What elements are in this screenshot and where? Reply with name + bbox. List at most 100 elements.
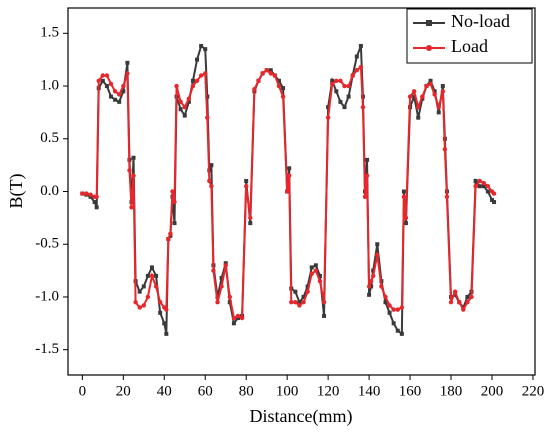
point: [401, 194, 407, 199]
point: [411, 89, 417, 94]
point: [243, 184, 249, 189]
point: [172, 221, 177, 226]
point: [207, 178, 212, 184]
x-tick-label: 60: [198, 383, 213, 399]
point: [403, 221, 408, 226]
point: [321, 300, 327, 305]
point: [436, 110, 441, 115]
point: [354, 54, 359, 59]
point: [305, 289, 310, 294]
point: [129, 205, 134, 210]
x-tick-label: 0: [79, 383, 87, 399]
point: [375, 252, 380, 257]
point: [334, 89, 339, 94]
point: [399, 331, 404, 336]
point: [465, 294, 470, 299]
point: [168, 231, 173, 236]
point: [334, 78, 339, 83]
point: [477, 178, 482, 184]
point: [313, 263, 318, 268]
point: [287, 166, 292, 171]
point: [313, 268, 319, 273]
point: [100, 78, 105, 83]
point: [108, 81, 114, 87]
point: [442, 147, 448, 152]
point: [436, 104, 441, 110]
point: [121, 83, 126, 89]
point: [141, 303, 146, 308]
legend-marker: [426, 45, 432, 51]
point: [452, 289, 458, 294]
point: [403, 215, 409, 221]
x-tick-label: 220: [522, 383, 545, 399]
point: [289, 300, 294, 305]
point: [162, 321, 167, 326]
point: [293, 289, 298, 294]
point: [223, 263, 228, 268]
point: [203, 71, 208, 76]
point: [203, 47, 208, 52]
point: [256, 78, 261, 83]
point: [465, 300, 470, 305]
point: [219, 275, 224, 280]
point: [131, 173, 136, 178]
point: [330, 81, 335, 87]
point: [272, 73, 278, 78]
point: [399, 305, 405, 310]
point: [338, 99, 343, 104]
point: [370, 273, 376, 279]
point: [209, 184, 214, 189]
point: [94, 194, 99, 199]
point: [170, 189, 175, 194]
point: [297, 300, 302, 305]
point: [178, 99, 183, 105]
point: [215, 300, 220, 305]
point: [248, 221, 253, 226]
point: [131, 155, 136, 160]
legend-label: Load: [451, 36, 488, 56]
x-tick-label: 120: [317, 383, 340, 399]
point: [186, 99, 191, 104]
point: [309, 265, 314, 270]
point: [301, 300, 306, 305]
legend-label: No-load: [451, 11, 510, 31]
y-axis-label: B(T): [6, 174, 27, 209]
y-tick-label: 0.5: [40, 130, 59, 146]
point: [219, 284, 224, 289]
point: [94, 205, 99, 210]
point: [485, 189, 490, 194]
point: [125, 60, 130, 65]
point: [141, 284, 146, 289]
x-tick-label: 80: [239, 383, 254, 399]
point: [350, 73, 355, 78]
x-tick-label: 100: [276, 383, 299, 399]
point: [96, 78, 101, 83]
point: [391, 321, 396, 326]
point: [322, 313, 327, 318]
point: [149, 273, 155, 279]
point: [284, 189, 290, 194]
point: [127, 168, 132, 173]
y-tick-label: 1.5: [40, 25, 59, 41]
point: [287, 173, 292, 178]
point: [117, 92, 122, 97]
point: [317, 278, 323, 284]
point: [121, 89, 126, 94]
point: [149, 265, 154, 270]
point: [297, 303, 302, 308]
point: [264, 68, 269, 73]
point: [104, 73, 110, 78]
x-tick-label: 140: [358, 383, 381, 399]
point: [199, 43, 204, 48]
point: [276, 78, 281, 83]
x-tick-label: 160: [399, 383, 422, 399]
point: [239, 315, 245, 321]
point: [198, 73, 204, 78]
point: [444, 194, 450, 199]
point: [457, 300, 462, 305]
point: [260, 71, 265, 76]
point: [293, 300, 298, 305]
point: [231, 315, 237, 321]
point: [407, 94, 413, 99]
point: [428, 78, 433, 83]
